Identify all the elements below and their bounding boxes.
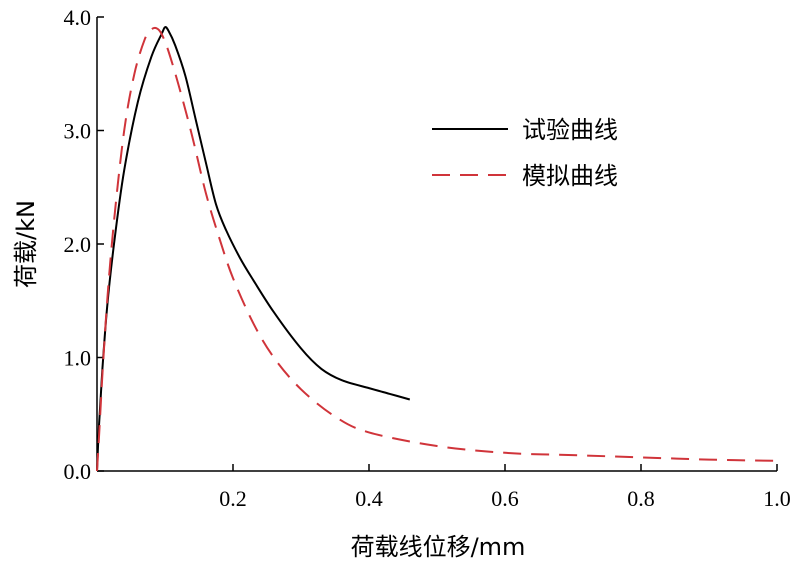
ticks: 0.2 0.4 0.6 0.8 1.0 0.0 1.0 2.0 3.0 4.0	[64, 5, 791, 511]
x-tick-label: 0.8	[627, 486, 655, 511]
legend: 试验曲线 模拟曲线	[432, 116, 618, 190]
y-axis-label: 荷载/kN	[12, 200, 40, 288]
x-tick-label: 0.2	[219, 486, 247, 511]
x-tick-label: 0.6	[491, 486, 519, 511]
y-tick-label: 4.0	[64, 5, 92, 30]
series-group	[96, 26, 778, 472]
legend-label-simulated: 模拟曲线	[522, 162, 618, 190]
x-tick-label: 0.4	[355, 486, 383, 511]
axes	[96, 17, 777, 472]
x-axis-label: 荷载线位移/mm	[351, 533, 526, 561]
x-tick-label: 1.0	[763, 486, 791, 511]
legend-label-experimental: 试验曲线	[522, 116, 618, 144]
series-line-experimental	[96, 26, 411, 472]
series-line-simulated	[96, 26, 778, 472]
y-tick-label: 2.0	[64, 232, 92, 257]
y-tick-label: 3.0	[64, 119, 92, 144]
y-tick-label: 1.0	[64, 346, 92, 371]
y-tick-label: 0.0	[64, 459, 92, 484]
